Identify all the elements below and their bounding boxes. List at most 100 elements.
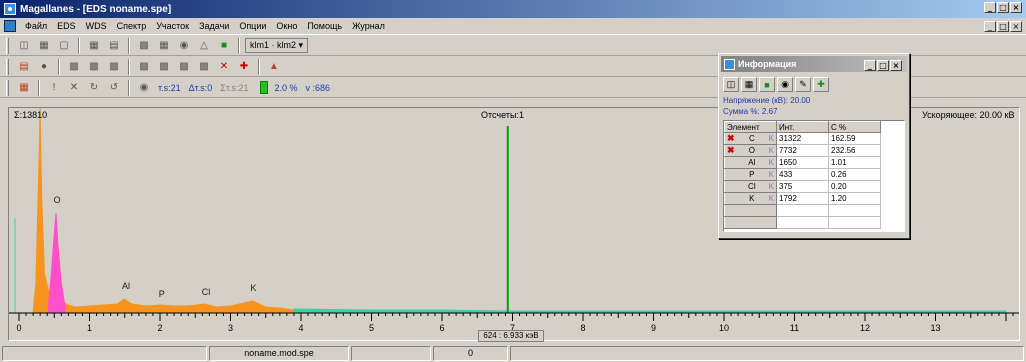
element-row[interactable]: K K 1792 1.20: [724, 192, 881, 205]
element-row[interactable]: Al K 1650 1.01: [724, 156, 881, 169]
energy-icon[interactable]: ■: [220, 40, 228, 51]
toolbar-grip[interactable]: [6, 37, 9, 54]
add-marks-icon[interactable]: ✚: [239, 61, 249, 72]
element-row[interactable]: ✖ C K 31322 162.59: [724, 132, 881, 145]
intensity-cell[interactable]: 1792: [776, 192, 829, 205]
line-family-select[interactable]: klm1 · klm2 ▾: [245, 38, 309, 53]
menu-journal[interactable]: Журнал: [352, 21, 385, 31]
quant-icon[interactable]: ▩: [139, 61, 149, 72]
element-table-container[interactable]: Элемент Инт. C % ✖ C K 31322 162.59 ✖ O K 7732 23…: [723, 120, 905, 232]
status-bar: noname.mod.spe 0: [0, 344, 1026, 362]
save-icon[interactable]: ▦: [39, 40, 49, 51]
binoculars-icon[interactable]: ◉: [179, 40, 189, 51]
document-icon[interactable]: [4, 20, 16, 32]
status-file: noname.mod.spe: [209, 345, 349, 361]
fit-icon[interactable]: ▩: [109, 61, 119, 72]
concentration-cell[interactable]: 1.01: [828, 156, 881, 169]
element-cell[interactable]: Cl K: [724, 180, 777, 193]
intensity-cell[interactable]: 31322: [776, 132, 829, 145]
compare-icon[interactable]: ▩: [179, 61, 189, 72]
peak-label-k[interactable]: K: [250, 283, 256, 293]
close-button[interactable]: ×: [1010, 2, 1022, 13]
copy-icon[interactable]: ◫: [723, 77, 739, 92]
menu-eds[interactable]: EDS: [57, 21, 76, 31]
concentration-cell[interactable]: 0.20: [828, 180, 881, 193]
display-icon[interactable]: ▩: [139, 40, 149, 51]
intensity-cell[interactable]: 433: [776, 168, 829, 181]
column-header-element[interactable]: Элемент: [724, 121, 777, 133]
peak-label-cl[interactable]: Cl: [202, 287, 211, 297]
element-row[interactable]: P K 433 0.26: [724, 168, 881, 181]
element-row[interactable]: Cl K 375 0.20: [724, 180, 881, 193]
print-icon[interactable]: ▦: [741, 77, 757, 92]
toolbar-grip[interactable]: [6, 58, 9, 75]
element-row[interactable]: ✖ O K 7732 232.56: [724, 144, 881, 157]
info-close-button[interactable]: ×: [890, 60, 902, 71]
doc-close-button[interactable]: ×: [1010, 21, 1022, 32]
peak-label-p[interactable]: P: [159, 289, 165, 299]
delete-marks-icon[interactable]: ✕: [219, 61, 229, 72]
intensity-cell[interactable]: 1650: [776, 156, 829, 169]
info-title-bar[interactable]: Информация _ □ ×: [721, 56, 907, 72]
element-cell[interactable]: Al K: [724, 156, 777, 169]
menu-help[interactable]: Помощь: [307, 21, 343, 31]
acquire-icon[interactable]: ▦: [19, 82, 29, 93]
info-window[interactable]: Информация _ □ × ◫ ▦ ■ ◉ ✎ ✚ Напряжение …: [718, 53, 910, 239]
edit-icon[interactable]: ✎: [795, 77, 811, 92]
toolbar-grip[interactable]: [6, 79, 9, 96]
overlay-icon[interactable]: ▩: [159, 61, 169, 72]
report-icon[interactable]: ▩: [199, 61, 209, 72]
doc-minimize-button[interactable]: _: [984, 21, 996, 32]
open-icon[interactable]: ◫: [19, 40, 29, 51]
menu-tasks[interactable]: Задачи: [199, 21, 230, 31]
reload-icon[interactable]: ↺: [109, 82, 119, 93]
menu-wds[interactable]: WDS: [85, 21, 107, 31]
scale-icon[interactable]: ▲: [269, 61, 279, 72]
menu-file[interactable]: Файл: [25, 21, 48, 31]
grid-icon[interactable]: ▦: [89, 40, 99, 51]
counts-value: 1: [519, 110, 525, 120]
layers-icon[interactable]: ▤: [109, 40, 119, 51]
menu-window[interactable]: Окно: [276, 21, 298, 31]
element-cell[interactable]: ✖ C K: [724, 132, 777, 145]
background-icon[interactable]: ▩: [89, 61, 99, 72]
concentration-cell[interactable]: 232.56: [828, 144, 881, 157]
line-type: K: [768, 134, 774, 143]
concentration-cell[interactable]: 162.59: [828, 132, 881, 145]
element-icon[interactable]: ●: [40, 61, 48, 72]
menu-spectrum[interactable]: Спектр: [116, 21, 147, 31]
concentration-cell[interactable]: 1.20: [828, 192, 881, 205]
doc-restore-button[interactable]: □: [997, 21, 1009, 32]
intensity-cell[interactable]: 375: [776, 180, 829, 193]
menu-options[interactable]: Опции: [239, 21, 267, 31]
peak-label-o[interactable]: O: [54, 195, 61, 205]
info-minimize-button[interactable]: _: [864, 60, 876, 71]
refresh-icon[interactable]: ↻: [89, 82, 99, 93]
settings-icon[interactable]: ◉: [777, 77, 793, 92]
intensity-cell[interactable]: 7732: [776, 144, 829, 157]
peak-label-al[interactable]: Al: [122, 281, 130, 291]
element-symbol: K: [749, 194, 755, 203]
maximize-button[interactable]: □: [997, 2, 1009, 13]
peak-id-icon[interactable]: ▩: [69, 61, 79, 72]
stop-icon[interactable]: ◉: [139, 82, 149, 93]
concentration-cell[interactable]: 0.26: [828, 168, 881, 181]
minimize-button[interactable]: _: [984, 2, 996, 13]
table-icon[interactable]: ▦: [159, 40, 169, 51]
title-bar: Magallanes - [EDS noname.spe] _ □ ×: [0, 0, 1026, 18]
spectrum-icon[interactable]: ▤: [19, 61, 29, 72]
preview-icon[interactable]: ▢: [59, 40, 69, 51]
flask-icon[interactable]: △: [200, 40, 208, 51]
column-header-concentration[interactable]: C %: [828, 121, 881, 133]
menu-region[interactable]: Участок: [156, 21, 190, 31]
add-element-icon[interactable]: ✚: [813, 77, 829, 92]
column-header-intensity[interactable]: Инт.: [776, 121, 829, 133]
element-cell[interactable]: ✖ O K: [724, 144, 777, 157]
cross-icon[interactable]: ✕: [69, 82, 79, 93]
exclamation-icon[interactable]: !: [52, 82, 56, 93]
save-table-icon[interactable]: ■: [759, 77, 775, 92]
info-maximize-button[interactable]: □: [877, 60, 889, 71]
